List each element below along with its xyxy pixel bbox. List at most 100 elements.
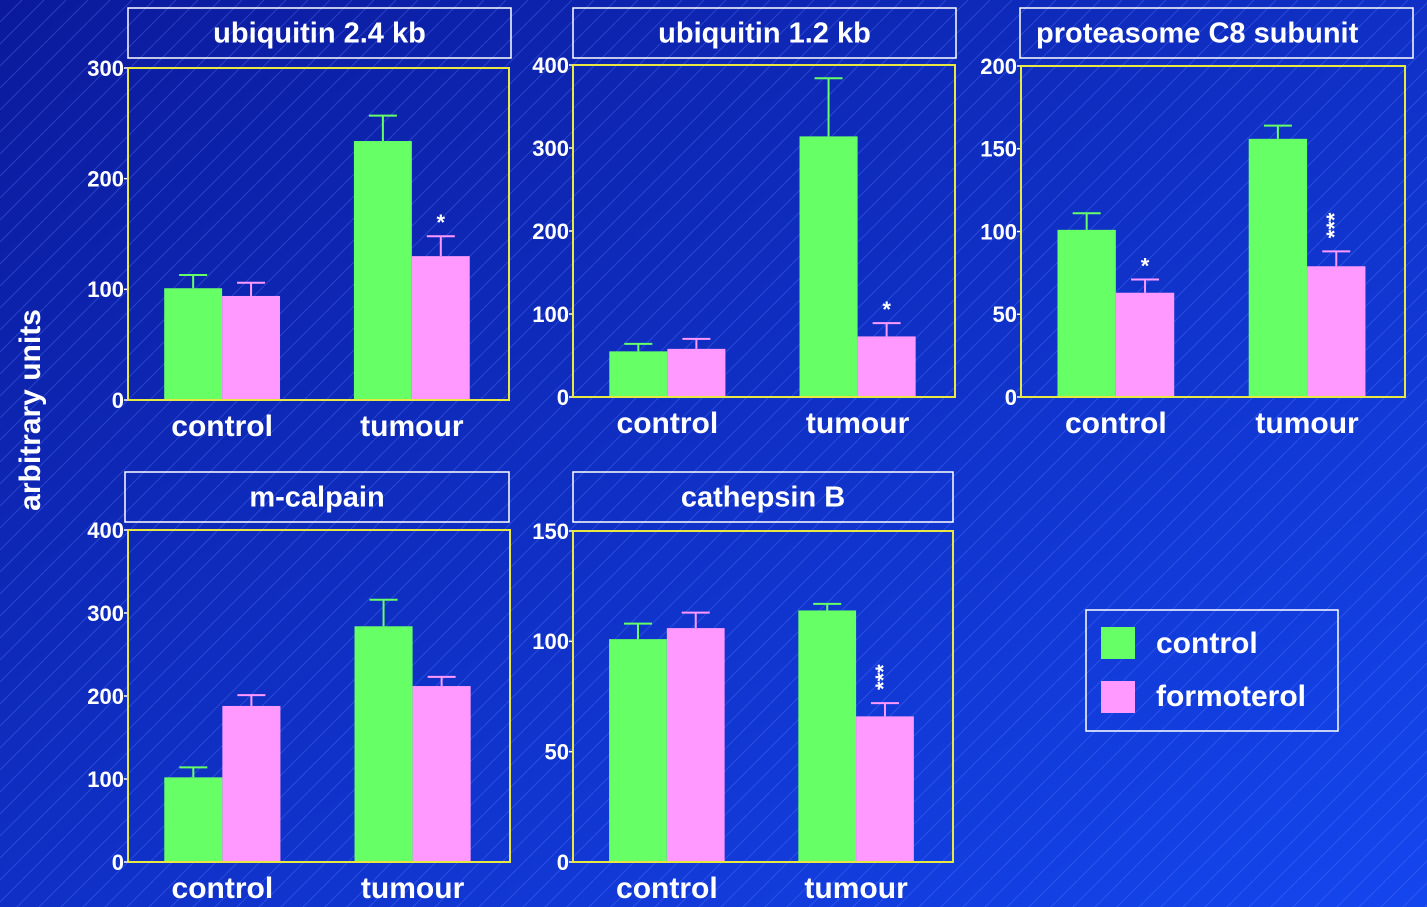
legend-swatch xyxy=(1101,627,1135,659)
y-tick-label: 100 xyxy=(980,219,1017,244)
error-bar xyxy=(368,114,397,142)
x-tick-label: control xyxy=(617,407,719,440)
annotation: * xyxy=(882,297,891,322)
legend-label: control xyxy=(1156,627,1258,660)
plot-frame xyxy=(572,64,956,398)
y-tick-label: 50 xyxy=(993,302,1017,327)
chart-title: proteasome C8 subunit xyxy=(1036,18,1359,50)
legend-box xyxy=(1085,609,1339,732)
chart-title: m-calpain xyxy=(249,482,384,514)
plot-frame xyxy=(572,530,954,863)
y-tick-label: 50 xyxy=(545,739,569,764)
y-tick-label: 100 xyxy=(532,629,569,654)
error-bar xyxy=(1131,278,1160,293)
bar xyxy=(411,256,470,400)
x-tick-label: tumour xyxy=(361,872,465,905)
x-tick-label: control xyxy=(171,410,273,443)
chart-title: cathepsin B xyxy=(681,482,845,514)
y-tick-label: 300 xyxy=(87,56,124,81)
error-bar xyxy=(1263,124,1292,139)
chart-title: ubiquitin 1.2 kb xyxy=(658,18,871,50)
x-tick-label: control xyxy=(616,872,718,905)
error-bar xyxy=(872,322,901,337)
bar xyxy=(667,348,726,397)
bar xyxy=(354,626,413,862)
y-tick-label: 200 xyxy=(980,54,1017,79)
bar xyxy=(856,716,914,862)
y-axis-label: arbitrary units xyxy=(14,309,47,511)
y-tick-label: 150 xyxy=(532,519,569,544)
x-tick-label: tumour xyxy=(1255,407,1359,440)
y-tick-label: 100 xyxy=(87,277,124,302)
title-box xyxy=(124,471,510,523)
error-bar xyxy=(369,598,398,627)
bar xyxy=(164,288,223,400)
error-bar xyxy=(814,77,843,137)
error-bar xyxy=(179,273,208,289)
plot-frame xyxy=(127,529,511,863)
x-tick-label: control xyxy=(1065,407,1167,440)
error-bar xyxy=(1322,250,1351,267)
error-bar xyxy=(237,281,266,296)
bar xyxy=(1057,229,1116,397)
y-tick-label: 200 xyxy=(87,684,124,709)
bar xyxy=(164,777,223,862)
bar xyxy=(1307,266,1366,397)
y-tick-label: 400 xyxy=(532,53,569,78)
x-tick-label: tumour xyxy=(360,410,464,443)
legend-swatch xyxy=(1101,681,1135,713)
error-bar xyxy=(427,675,456,687)
bar xyxy=(1248,138,1308,397)
y-tick-label: 0 xyxy=(557,850,569,875)
y-tick-label: 200 xyxy=(87,166,124,191)
error-bar xyxy=(426,235,455,257)
bar xyxy=(666,628,725,862)
title-box xyxy=(127,7,512,59)
error-bar xyxy=(179,766,208,778)
error-bar xyxy=(682,337,711,349)
error-bar xyxy=(623,622,652,640)
error-bar xyxy=(870,702,899,717)
y-tick-label: 300 xyxy=(87,601,124,626)
x-tick-label: tumour xyxy=(806,407,910,440)
y-tick-label: 400 xyxy=(87,518,124,543)
x-tick-label: control xyxy=(172,872,274,905)
y-tick-label: 0 xyxy=(557,385,569,410)
bar xyxy=(609,639,667,862)
y-tick-label: 150 xyxy=(980,137,1017,162)
error-bar xyxy=(624,342,653,352)
title-box xyxy=(572,7,957,59)
bar xyxy=(412,686,471,862)
plot-frame xyxy=(1020,65,1406,398)
annotation: *** xyxy=(871,664,896,690)
bar xyxy=(222,295,281,400)
error-bar xyxy=(1072,212,1101,230)
y-tick-label: 200 xyxy=(532,219,569,244)
bar xyxy=(1115,292,1175,397)
error-bar xyxy=(681,611,710,629)
bar xyxy=(609,351,668,397)
chart-title: ubiquitin 2.4 kb xyxy=(213,18,426,50)
annotation: * xyxy=(1141,253,1150,278)
y-tick-label: 100 xyxy=(532,302,569,327)
bar xyxy=(799,136,858,397)
y-tick-label: 300 xyxy=(532,136,569,161)
title-box xyxy=(1019,7,1414,59)
bar xyxy=(222,705,281,862)
error-bar xyxy=(237,694,266,706)
bar xyxy=(857,336,916,397)
y-tick-label: 0 xyxy=(112,850,124,875)
y-tick-label: 100 xyxy=(87,767,124,792)
bar xyxy=(798,610,857,862)
error-bar xyxy=(813,602,842,611)
annotation: *** xyxy=(1322,212,1347,238)
legend-label: formoterol xyxy=(1156,680,1306,713)
x-tick-label: tumour xyxy=(804,872,908,905)
y-tick-label: 0 xyxy=(1005,385,1017,410)
annotation: * xyxy=(437,210,446,235)
title-box xyxy=(572,471,954,523)
legend: control formoterol xyxy=(1085,609,1339,732)
y-tick-label: 0 xyxy=(112,388,124,413)
